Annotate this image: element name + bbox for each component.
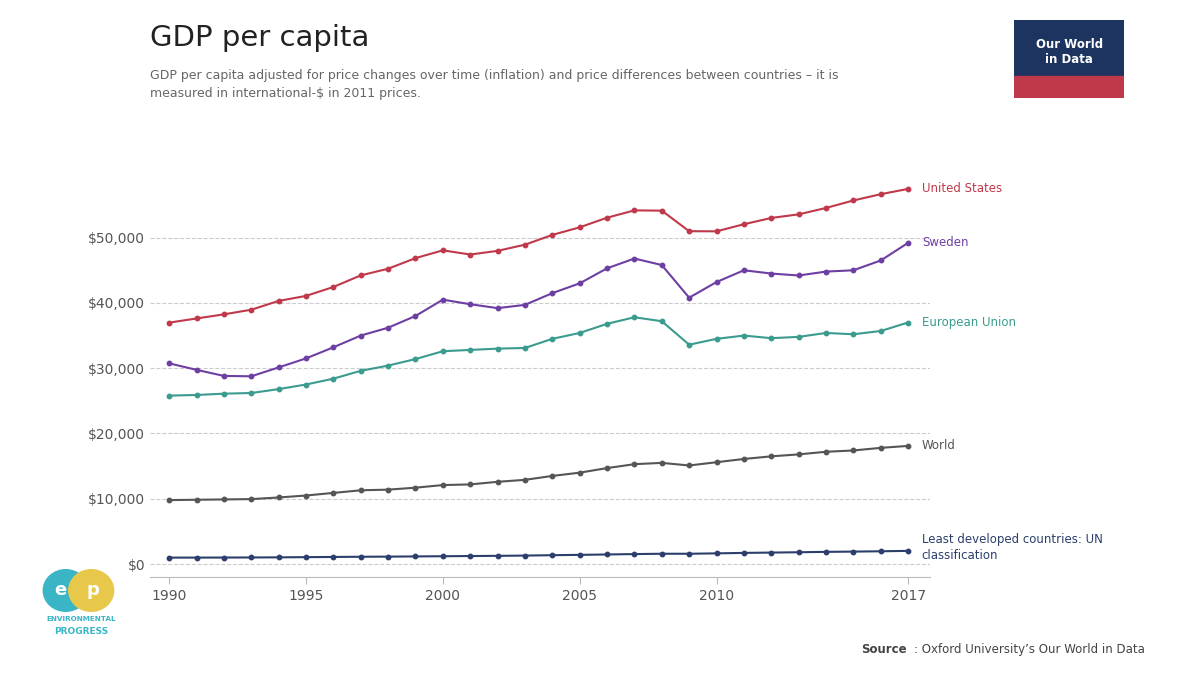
Text: : Oxford University’s Our World in Data: : Oxford University’s Our World in Data [914,643,1145,656]
Text: Source: Source [862,643,907,656]
Text: European Union: European Union [922,316,1015,329]
Text: ENVIRONMENTAL: ENVIRONMENTAL [47,616,115,622]
Text: Least developed countries: UN
classification: Least developed countries: UN classifica… [922,533,1103,562]
Text: PROGRESS: PROGRESS [54,626,108,636]
Text: United States: United States [922,182,1002,195]
Circle shape [43,570,88,612]
Bar [1014,20,1124,76]
Text: GDP per capita adjusted for price changes over time (inflation) and price differ: GDP per capita adjusted for price change… [150,69,839,100]
Bar [1014,76,1124,98]
Text: GDP per capita: GDP per capita [150,24,370,51]
Circle shape [68,570,114,612]
Text: e: e [54,581,67,599]
Text: World: World [922,439,955,452]
Text: in Data: in Data [1045,53,1093,65]
Text: Sweden: Sweden [922,236,968,249]
Text: Our World: Our World [1036,38,1103,51]
Text: p: p [86,581,100,599]
